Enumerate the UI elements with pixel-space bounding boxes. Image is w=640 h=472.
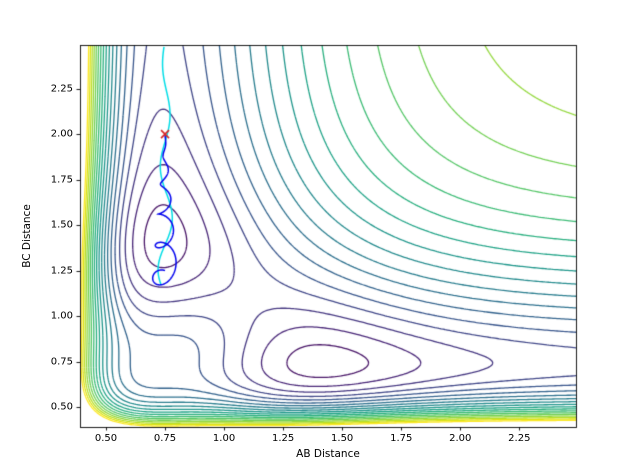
y-tick-label: 2.25 <box>50 83 73 95</box>
x-tick-label: 1.25 <box>271 433 295 444</box>
x-tick-label: 0.75 <box>153 433 177 444</box>
x-tick-label: 2.00 <box>449 433 472 444</box>
x-tick-label: 1.50 <box>331 433 354 444</box>
x-tick-label: 2.25 <box>508 433 531 444</box>
y-axis-label: BC Distance <box>21 204 33 268</box>
x-tick-label: 0.50 <box>94 433 118 444</box>
y-tick-label: 1.25 <box>50 265 73 277</box>
y-tick-label: 1.00 <box>50 310 73 322</box>
y-tick-label: 0.50 <box>50 401 73 413</box>
x-tick-label: 1.75 <box>390 433 413 444</box>
x-axis-label: AB Distance <box>296 448 360 460</box>
y-tick-label: 1.50 <box>50 219 73 231</box>
y-tick-label: 1.75 <box>50 174 73 186</box>
y-tick-label: 2.00 <box>50 128 73 140</box>
y-tick-label: 0.75 <box>50 356 73 367</box>
x-tick-label: 1.00 <box>212 433 236 444</box>
